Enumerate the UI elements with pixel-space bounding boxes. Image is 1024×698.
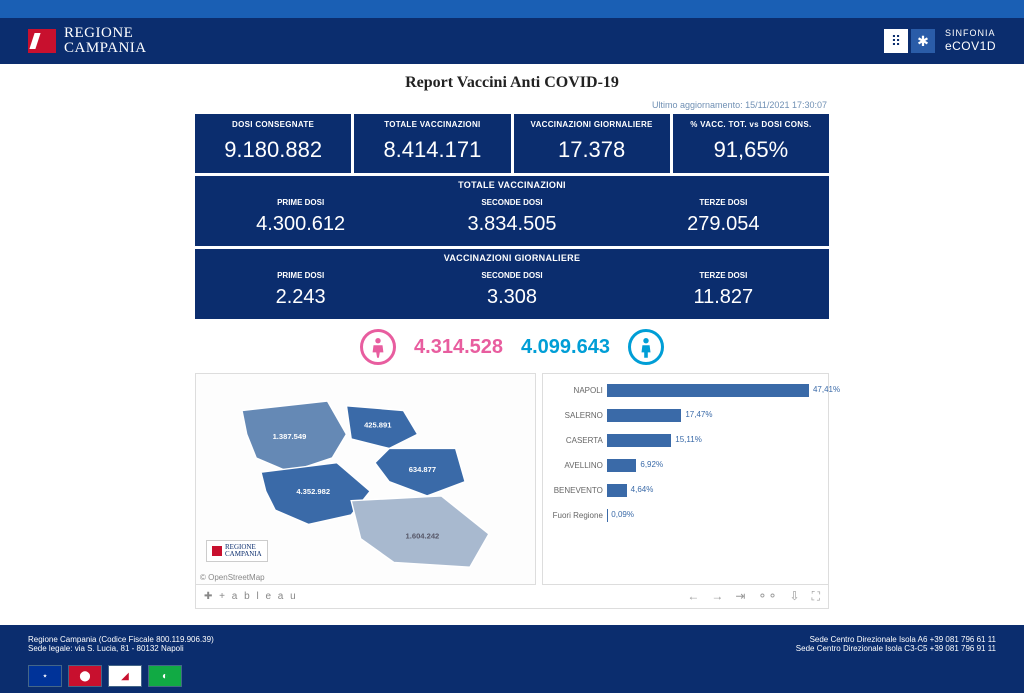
kpi-dosi-consegnate: DOSI CONSEGNATE 9.180.882 xyxy=(195,114,351,173)
bar-pct: 15,11% xyxy=(675,435,702,444)
page-title: Report Vaccini Anti COVID-19 xyxy=(0,64,1024,98)
kpi-label: VACCINAZIONI GIORNALIERE xyxy=(518,120,666,137)
female-value: 4.314.528 xyxy=(414,336,503,359)
kpi-label: DOSI CONSEGNATE xyxy=(199,120,347,137)
kpi-value: 17.378 xyxy=(518,137,666,163)
totals-terze: TERZE DOSI 279.054 xyxy=(618,194,829,246)
share-icon[interactable]: ⚬⚬ xyxy=(757,589,777,604)
bar-fill xyxy=(607,434,671,447)
totals-prime: PRIME DOSI 4.300.612 xyxy=(195,194,406,246)
kpi-row: DOSI CONSEGNATE 9.180.882 TOTALE VACCINA… xyxy=(195,114,829,173)
bar-pct: 4,64% xyxy=(631,485,654,494)
bar-label: NAPOLI xyxy=(549,386,607,395)
region-logo-icon xyxy=(28,29,56,53)
bar-track: 15,11% xyxy=(607,434,820,447)
map-panel[interactable]: 1.387.549 425.891 634.877 4.352.982 1.60… xyxy=(195,373,536,585)
sinfonia-icon: ⠿ xyxy=(884,29,908,53)
male-value: 4.099.643 xyxy=(521,336,610,359)
bar-row[interactable]: NAPOLI47,41% xyxy=(549,384,820,397)
bar-pct: 17,47% xyxy=(685,410,712,419)
bar-row[interactable]: SALERNO 17,47% xyxy=(549,409,820,422)
bar-track: 17,47% xyxy=(607,409,820,422)
map-label-avellino: 634.877 xyxy=(409,465,436,474)
site-header: REGIONE CAMPANIA ⠿ ✱ SINFONIA eCOV1D xyxy=(0,18,1024,64)
tableau-logo[interactable]: ✚ + a b l e a u xyxy=(204,591,298,602)
footer-left: Regione Campania (Codice Fiscale 800.119… xyxy=(28,635,214,653)
footer-right: Sede Centro Direzionale Isola A6 +39 081… xyxy=(796,635,996,653)
bar-pct: 47,41% xyxy=(813,385,840,394)
nav-skip-icon[interactable]: ⇥ xyxy=(735,589,745,604)
kpi-totale-vaccinazioni: TOTALE VACCINAZIONI 8.414.171 xyxy=(354,114,510,173)
bar-label: CASERTA xyxy=(549,436,607,445)
kpi-value: 91,65% xyxy=(677,137,825,163)
kpi-value: 8.414.171 xyxy=(358,137,506,163)
partner-logo-icon: ◐ xyxy=(148,665,182,687)
bar-row[interactable]: AVELLINO 6,92% xyxy=(549,459,820,472)
lower-row: 1.387.549 425.891 634.877 4.352.982 1.60… xyxy=(195,373,829,585)
region-logo-footer-icon: ◢ xyxy=(108,665,142,687)
kpi-value: 9.180.882 xyxy=(199,137,347,163)
tableau-toolbar: ✚ + a b l e a u ← → ⇥ ⚬⚬ ⇩ ⛶ xyxy=(195,585,829,609)
bar-track: 6,92% xyxy=(607,459,820,472)
bar-pct: 6,92% xyxy=(640,460,663,469)
bar-row[interactable]: Fuori Regione 0,09% xyxy=(549,509,820,522)
footer-logos: ⋆ ⬤ ◢ ◐ xyxy=(28,661,996,687)
fullscreen-icon[interactable]: ⛶ xyxy=(812,589,820,604)
male-icon xyxy=(628,329,664,365)
bar-pct: 0,09% xyxy=(611,510,634,519)
daily-section: VACCINAZIONI GIORNALIERE PRIME DOSI 2.24… xyxy=(195,249,829,319)
daily-prime: PRIME DOSI 2.243 xyxy=(195,267,406,319)
map-label-caserta: 1.387.549 xyxy=(273,432,307,441)
kpi-label: TOTALE VACCINAZIONI xyxy=(358,120,506,137)
kpi-label: % VACC. TOT. vs DOSI CONS. xyxy=(677,120,825,137)
kpi-vaccinazioni-giornaliere: VACCINAZIONI GIORNALIERE 17.378 xyxy=(514,114,670,173)
map-label-benevento: 425.891 xyxy=(364,421,391,430)
bar-label: Fuori Regione xyxy=(549,511,607,520)
bar-label: BENEVENTO xyxy=(549,486,607,495)
nav-prev-icon[interactable]: ← xyxy=(687,589,699,604)
bar-track: 47,41% xyxy=(607,384,820,397)
female-icon xyxy=(360,329,396,365)
bar-label: AVELLINO xyxy=(549,461,607,470)
eu-flag-icon: ⋆ xyxy=(28,665,62,687)
map-label-salerno: 1.604.242 xyxy=(406,532,440,541)
daily-terze: TERZE DOSI 11.827 xyxy=(618,267,829,319)
map-brand-badge: REGIONECAMPANIA xyxy=(206,540,268,562)
brand-right: ⠿ ✱ SINFONIA eCOV1D xyxy=(884,28,996,53)
map-label-napoli: 4.352.982 xyxy=(296,487,330,496)
bar-fill xyxy=(607,409,681,422)
bar-row[interactable]: CASERTA 15,11% xyxy=(549,434,820,447)
bar-fill xyxy=(607,484,627,497)
brand-right-line1: SINFONIA xyxy=(945,28,996,39)
brand-line1: REGIONE xyxy=(64,26,147,41)
last-update: Ultimo aggiornamento: 15/11/2021 17:30:0… xyxy=(195,98,829,114)
top-accent-bar xyxy=(0,0,1024,18)
gender-row: 4.314.528 4.099.643 xyxy=(195,319,829,373)
brand-right-line2: eCOV1D xyxy=(945,39,996,53)
bar-chart-panel: NAPOLI47,41% SALERNO 17,47% CASERTA 15,11% AV… xyxy=(542,373,829,585)
download-icon[interactable]: ⇩ xyxy=(790,589,800,604)
map-attribution: © OpenStreetMap xyxy=(200,573,265,582)
bar-track: 4,64% xyxy=(607,484,820,497)
brand-left: REGIONE CAMPANIA xyxy=(28,26,147,56)
dashboard: Ultimo aggiornamento: 15/11/2021 17:30:0… xyxy=(195,98,829,609)
bar-fill xyxy=(607,384,809,397)
section-title: VACCINAZIONI GIORNALIERE xyxy=(195,249,829,267)
totals-section: TOTALE VACCINAZIONI PRIME DOSI 4.300.612… xyxy=(195,176,829,246)
bar-fill xyxy=(607,459,636,472)
brand-line2: CAMPANIA xyxy=(64,41,147,56)
virus-icon: ✱ xyxy=(911,29,935,53)
bar-row[interactable]: BENEVENTO 4,64% xyxy=(549,484,820,497)
kpi-percentuale: % VACC. TOT. vs DOSI CONS. 91,65% xyxy=(673,114,829,173)
bar-label: SALERNO xyxy=(549,411,607,420)
nav-next-icon[interactable]: → xyxy=(711,589,723,604)
italy-emblem-icon: ⬤ xyxy=(68,665,102,687)
section-title: TOTALE VACCINAZIONI xyxy=(195,176,829,194)
daily-seconde: SECONDE DOSI 3.308 xyxy=(406,267,617,319)
totals-seconde: SECONDE DOSI 3.834.505 xyxy=(406,194,617,246)
brand-text: REGIONE CAMPANIA xyxy=(64,26,147,56)
bar-track: 0,09% xyxy=(607,509,820,522)
site-footer: Regione Campania (Codice Fiscale 800.119… xyxy=(0,625,1024,693)
